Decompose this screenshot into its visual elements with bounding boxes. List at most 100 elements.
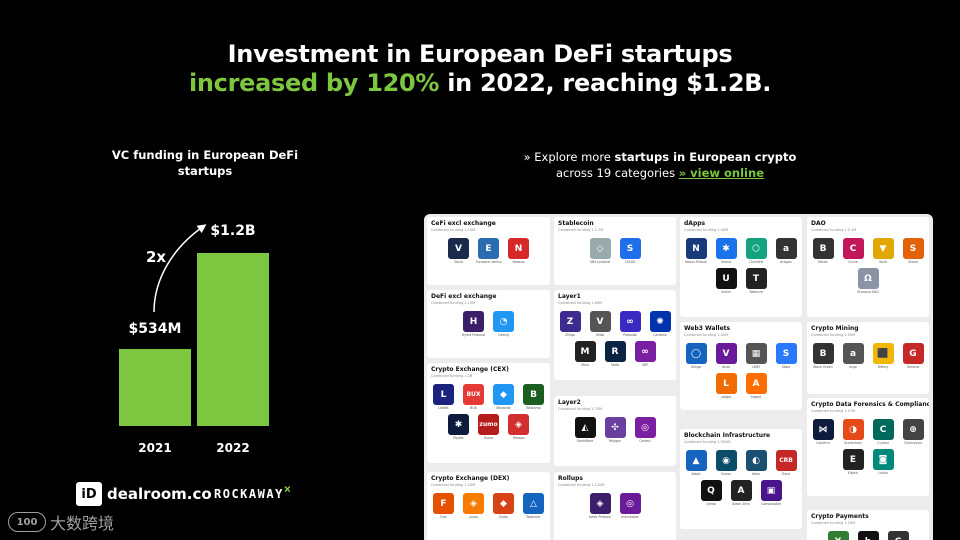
startup-logo[interactable]: R Radix	[603, 341, 627, 367]
startup-logo[interactable]: Ω Olympus DAO	[856, 268, 880, 294]
startup-logo[interactable]: E Elliptic	[841, 449, 865, 475]
startup-logo[interactable]: BUX BUX	[462, 384, 486, 410]
startup-logo-icon: C	[842, 238, 864, 259]
startup-logo-icon: ⊕	[902, 419, 924, 440]
startup-name: LWM	[752, 365, 760, 369]
startup-logo[interactable]: ✱ Paybis	[447, 414, 471, 440]
startup-logo[interactable]: A Aleph Zero	[729, 480, 753, 506]
category-card: Rollups Combined funding 1.120M ◈ Aztec Pro…	[554, 472, 676, 540]
category-card: Stablecoin Combined funding 1.2.7M ◇ GBX pr…	[554, 217, 676, 285]
startup-logo[interactable]: ▦ LWM	[744, 343, 768, 369]
startup-logo[interactable]: ⋈ Coinfirm	[811, 419, 835, 445]
startup-logo[interactable]: ◈ Aztec Protocol	[588, 493, 612, 519]
startup-logo[interactable]: N Nebeus	[507, 238, 531, 264]
startup-logo[interactable]: ◆ Dodo	[492, 493, 516, 519]
startup-logo-icon: ∞	[634, 341, 656, 362]
startup-logo[interactable]: A Argent	[744, 373, 768, 399]
startup-logo[interactable]: B Bitstamp	[522, 384, 546, 410]
startup-logo[interactable]: M Mina	[573, 341, 597, 367]
startup-logo[interactable]: S Shone	[901, 238, 925, 264]
startup-logo[interactable]: F Fuel	[432, 493, 456, 519]
startup-name: Zengo	[690, 365, 702, 369]
category-title: Crypto Mining	[811, 325, 859, 332]
startup-logo[interactable]: ∞ XRP	[633, 341, 657, 367]
startup-logo[interactable]: Z Zilliqa	[558, 311, 582, 337]
startup-logo[interactable]: V Vauld	[714, 343, 738, 369]
startup-logo[interactable]: XXpay	[826, 531, 850, 540]
startup-logo-icon: △	[523, 493, 544, 514]
category-funding: Combined funding 1.2B	[431, 374, 473, 378]
rockaway-logo: ROCKAWAY×	[214, 482, 293, 501]
startup-logo[interactable]: S Slope	[774, 343, 798, 369]
logo-grid: ◭ StarkWare ✣ Polygon ◎ Cartesi	[558, 417, 672, 443]
startup-logo[interactable]: ⊕ Chainalysis	[901, 419, 925, 445]
startup-logo[interactable]: L Ledger	[714, 373, 738, 399]
startup-logo-icon: L	[433, 384, 454, 405]
startup-logo[interactable]: a Aragon	[774, 238, 798, 264]
startup-logo[interactable]: B Block Green	[811, 343, 835, 369]
startup-logo[interactable]: CCoinGate	[886, 531, 910, 540]
startup-logo[interactable]: ◈ Bitvavo	[507, 414, 531, 440]
startup-logo[interactable]: zumo Zumo	[477, 414, 501, 440]
startup-logo[interactable]: ◑ Scorechain	[841, 419, 865, 445]
startup-logo[interactable]: ◈ Linear	[462, 493, 486, 519]
startup-logo[interactable]: S STASIS	[618, 238, 642, 264]
startup-logo[interactable]: ▼ Vault	[871, 238, 895, 264]
startup-logo[interactable]: a Argo	[841, 343, 865, 369]
startup-logo-icon: B	[812, 343, 834, 364]
startup-name: Bitpanda	[496, 406, 511, 410]
startup-logo[interactable]: ◇ GBX protocol	[588, 238, 612, 264]
startup-logo[interactable]: B Bitcoin	[811, 238, 835, 264]
startup-logo[interactable]: T Tokenize	[744, 268, 768, 294]
startup-logo[interactable]: L LiteBit	[432, 384, 456, 410]
startup-logo[interactable]: ⬡ Chainlink	[744, 238, 768, 264]
startup-name: Immutable	[621, 515, 639, 519]
startup-logo[interactable]: V Vauld	[447, 238, 471, 264]
startup-logo-icon: ◯	[685, 343, 707, 364]
tick-label-2021: 2021	[138, 441, 171, 455]
startup-logo[interactable]: CRB Trace	[774, 450, 798, 476]
logo-grid: ◇ GBX protocol S STASIS	[558, 238, 672, 264]
startup-logo[interactable]: C Crystal	[871, 419, 895, 445]
startup-logo[interactable]: ▣ Composable	[759, 480, 783, 506]
startup-logo[interactable]: ∞ Polkadot	[618, 311, 642, 337]
startup-logo[interactable]: △ Balancer	[522, 493, 546, 519]
startup-logo[interactable]: ✣ Polygon	[603, 417, 627, 443]
startup-logo-icon: V	[589, 311, 611, 332]
category-funding: Combined funding 1.50M	[811, 333, 856, 337]
startup-logo-icon: B	[523, 384, 544, 405]
logo-grid: L LiteBit BUX BUX ◆ Bitpanda B Bitstamp ✱ Paybis z…	[431, 384, 546, 440]
startup-logo[interactable]: ✱ Gnosis	[714, 238, 738, 264]
category-funding: Combined funding 1.2.7M	[558, 228, 604, 232]
startup-logo[interactable]: ◭ StarkWare	[573, 417, 597, 443]
startup-logo[interactable]: bBitpay	[856, 531, 880, 540]
startup-logo[interactable]: N Nexus Mutual	[684, 238, 708, 264]
view-online-link[interactable]: » view online	[678, 166, 764, 180]
startup-logo[interactable]: C Curve	[841, 238, 865, 264]
category-card: Layer1 Combined funding 1.60M Z Zilliqa V Vel…	[554, 290, 676, 380]
startup-logo[interactable]: ◎ Immutable	[618, 493, 642, 519]
startup-logo[interactable]: Q Qredo	[699, 480, 723, 506]
startup-logo[interactable]: U Unikrn	[714, 268, 738, 294]
category-card: Layer2 Combined funding 1.70M ◭ StarkWare ✣ P…	[554, 396, 676, 466]
startup-logo[interactable]: ✺ Cardano	[648, 311, 672, 337]
startup-logo[interactable]: ▲ Aleph	[684, 450, 708, 476]
startup-logo[interactable]: ◐ Aztec	[744, 450, 768, 476]
startup-logo[interactable]: ◆ Bitpanda	[492, 384, 516, 410]
startup-logo-icon: L	[715, 373, 737, 394]
startup-logo[interactable]: G Genesis	[901, 343, 925, 369]
startup-logo[interactable]: ⬛ Bitfury	[871, 343, 895, 369]
startup-name: Hydra Protocol	[461, 333, 486, 337]
startup-logo[interactable]: ◎ Cartesi	[633, 417, 657, 443]
startup-logo[interactable]: V Velas	[588, 311, 612, 337]
category-funding: Combined funding 1.60M	[558, 301, 603, 305]
startup-logo[interactable]: H Hydra Protocol	[462, 311, 486, 337]
startup-logo[interactable]: ◙ Lukka	[871, 449, 895, 475]
startup-logo-icon: U	[715, 268, 737, 289]
startup-name: Velas	[595, 333, 605, 337]
startup-logo[interactable]: ◔ Cleanly	[492, 311, 516, 337]
startup-logo[interactable]: ◉ Ocean	[714, 450, 738, 476]
startup-logo[interactable]: ◯ Zengo	[684, 343, 708, 369]
bar-2022	[197, 253, 269, 426]
